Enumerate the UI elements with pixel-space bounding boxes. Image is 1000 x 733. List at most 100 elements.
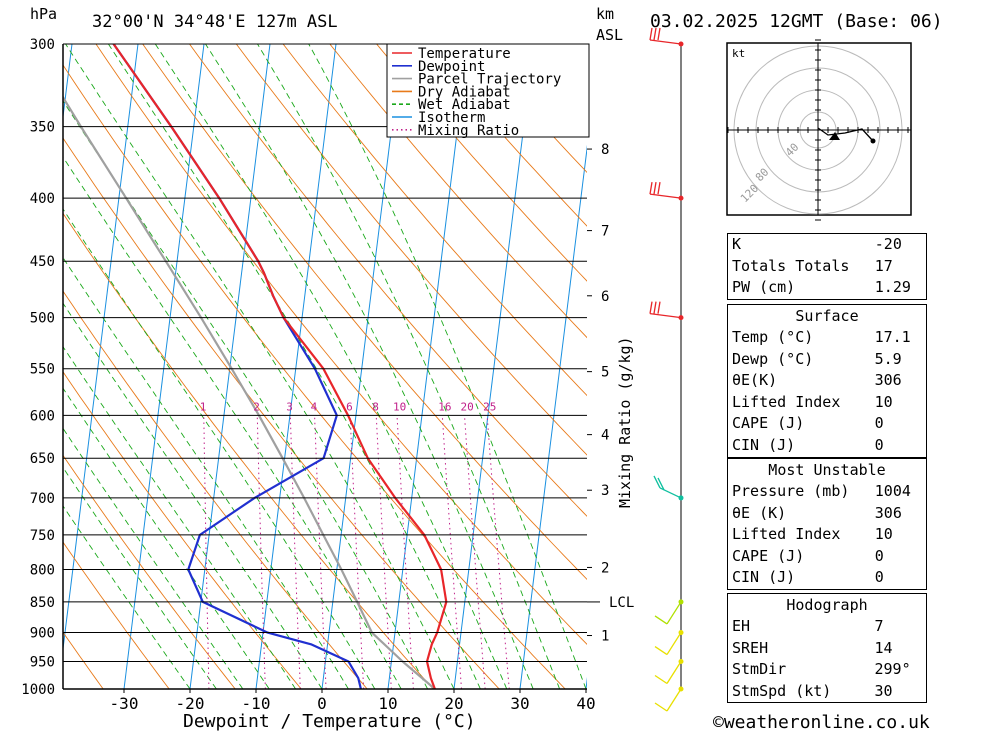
surface-table: Temp (°C) 17.1 Dewp (°C) 5.9 θE(K) 306 Lifted …	[728, 327, 926, 457]
legend-entry: Mixing Ratio	[418, 123, 519, 139]
asl-label: ASL	[596, 26, 623, 44]
dry-adiabat-line	[329, 44, 587, 339]
stat-row: Totals Totals 17	[728, 256, 926, 278]
stat-row: Pressure (mb) 1004	[728, 481, 926, 503]
stat-value: 10	[874, 392, 893, 411]
mixing-ratio-label: 8	[372, 400, 379, 413]
dry-adiabat-line	[189, 44, 587, 517]
dry-adiabat-line	[63, 541, 170, 689]
pressure-tick-label: 550	[30, 362, 55, 378]
most-unstable-table: Pressure (mb) 1004 θE (K) 306 Lifted Index 10…	[728, 481, 926, 589]
parcel-trajectory-line	[63, 95, 436, 689]
stat-label: Totals Totals	[732, 256, 850, 275]
stat-row: Lifted Index 10	[728, 524, 926, 546]
dry-adiabat-line	[95, 44, 587, 645]
stat-label: θE (K)	[732, 503, 787, 522]
stat-label: PW (cm)	[732, 278, 796, 297]
stat-label: Dewp (°C)	[732, 349, 814, 368]
stat-value: 10	[874, 525, 893, 544]
dry-adiabat-line	[63, 290, 368, 689]
hodograph-stats-title: Hodograph	[786, 596, 868, 614]
pressure-tick-label: 600	[30, 408, 55, 424]
km-tick-label: 6	[601, 289, 609, 305]
isotherm-line	[453, 44, 535, 689]
indices-table: K -20 Totals Totals 17 PW (cm) 1.29	[728, 234, 926, 299]
stat-label: Lifted Index	[732, 392, 841, 411]
dry-adiabat-line	[235, 44, 587, 456]
km-tick-label: 1	[601, 629, 609, 645]
location-title: 32°00'N 34°48'E 127m ASL	[92, 12, 338, 32]
wind-barb	[649, 27, 684, 47]
most-unstable-title: Most Unstable	[768, 461, 886, 479]
stat-row: K -20	[728, 234, 926, 256]
storm-motion-marker	[829, 132, 840, 140]
stat-label: StmSpd (kt)	[732, 681, 832, 700]
isotherm-line	[0, 44, 6, 689]
wind-barb	[653, 475, 684, 501]
dry-adiabat-line	[282, 44, 587, 397]
wet-adiabat-line	[63, 208, 376, 689]
mixing-ratio-label: 16	[438, 400, 451, 413]
mixing-ratio-axis-title: Mixing Ratio (g/kg)	[616, 336, 634, 508]
legend-entry: Dewpoint	[418, 59, 485, 75]
x-tick-label: 40	[576, 694, 595, 713]
legend-entry: Parcel Trajectory	[418, 72, 561, 88]
dry-adiabat-line	[423, 44, 587, 227]
km-tick-label: 4	[601, 428, 609, 444]
isotherm-line	[255, 44, 337, 689]
wet-adiabat-line	[205, 44, 534, 689]
pressure-tick-label: 950	[30, 655, 55, 671]
wet-adiabat-line	[257, 44, 561, 689]
surface-title: Surface	[795, 307, 859, 325]
stat-label: CIN (J)	[732, 568, 796, 587]
isotherm-line	[123, 44, 205, 689]
stat-row: Dewp (°C) 5.9	[728, 349, 926, 371]
mixing-ratio-label: 10	[393, 400, 406, 413]
dry-adiabat-line	[63, 137, 500, 689]
stat-value: 1.29	[874, 278, 911, 297]
chart-frame	[62, 27, 684, 712]
wind-barb	[654, 659, 684, 685]
pressure-tick-label: 1000	[21, 682, 55, 698]
mixing-ratio-line	[203, 415, 210, 689]
dry-adiabat-line	[376, 44, 587, 282]
hpa-label: hPa	[30, 5, 57, 23]
stat-label: Temp (°C)	[732, 328, 814, 346]
x-axis-title: Dewpoint / Temperature (°C)	[183, 711, 476, 732]
stat-label: CAPE (J)	[732, 414, 805, 433]
stat-value: 1004	[874, 482, 911, 500]
stat-label: Pressure (mb)	[732, 482, 850, 500]
stat-row: Lifted Index 10	[728, 392, 926, 414]
km-tick-label: 5	[601, 365, 609, 381]
x-tick-label: -30	[110, 694, 139, 713]
mixing-ratio-line	[441, 415, 462, 689]
stat-label: Lifted Index	[732, 525, 841, 544]
wind-barb	[654, 630, 684, 656]
pressure-tick-label: 450	[30, 254, 55, 270]
stat-row: CIN (J) 0	[728, 435, 926, 457]
legend-entry: Wet Adiabat	[418, 97, 511, 113]
x-tick-label: 0	[317, 694, 327, 713]
mixing-ratio-line	[464, 415, 486, 689]
mixing-ratio-label: 1	[200, 400, 207, 413]
mixing-ratio-label: 25	[483, 400, 496, 413]
hodograph-stats-box: Hodograph EH 7 SREH 14 StmDir 299° StmSpd (kt)…	[727, 593, 927, 704]
stat-row: PW (cm) 1.29	[728, 277, 926, 299]
pressure-tick-label: 650	[30, 451, 55, 467]
stat-row: StmSpd (kt) 30	[728, 681, 926, 703]
wet-adiabat-line	[65, 44, 455, 689]
hodograph-stats-table: EH 7 SREH 14 StmDir 299° StmSpd (kt) 30	[728, 616, 926, 702]
x-tick-label: -20	[176, 694, 205, 713]
stat-row: Temp (°C) 17.1	[728, 327, 926, 349]
stat-row: θE(K) 306	[728, 370, 926, 392]
stat-value: 30	[874, 681, 893, 700]
isotherm-line	[63, 44, 139, 653]
stat-row: SREH 14	[728, 638, 926, 660]
stat-label: CIN (J)	[732, 435, 796, 454]
km-label: km	[596, 5, 614, 23]
x-tick-label: 30	[510, 694, 529, 713]
hodograph-endpoint	[870, 138, 876, 144]
km-tick-label: 3	[601, 483, 609, 499]
